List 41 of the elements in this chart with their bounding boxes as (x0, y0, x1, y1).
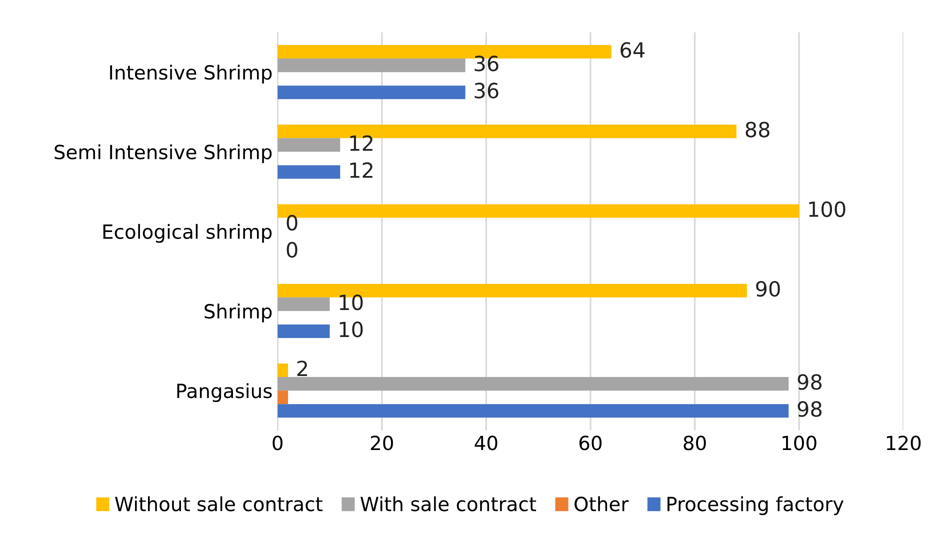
legend-label: Without sale contract (115, 496, 322, 512)
x-tick-label: 120 (886, 436, 921, 450)
y-tick-label: Intensive Shrimp (110, 64, 272, 84)
data-label: 0 (286, 242, 298, 258)
x-tick-label: 0 (272, 436, 282, 450)
y-tick-label: Semi Intensive Shrimp (54, 144, 272, 164)
legend-label: Other (574, 496, 629, 512)
bar (278, 324, 330, 338)
x-tick-label: 100 (782, 436, 816, 450)
y-tick-label: Pangasius (177, 383, 272, 402)
data-label: 2 (297, 360, 308, 376)
data-label: 36 (474, 56, 498, 72)
data-label: 12 (350, 135, 372, 151)
bar (278, 86, 466, 100)
data-label: 98 (798, 374, 822, 390)
bar (278, 138, 340, 152)
data-label: 88 (746, 122, 770, 138)
bar (278, 297, 330, 311)
data-label: 36 (474, 82, 498, 98)
y-tick-label: Shrimp (204, 304, 272, 322)
data-label: 90 (756, 280, 780, 297)
x-tick-label: 20 (370, 436, 393, 450)
x-tick-label: 40 (474, 436, 498, 450)
x-tick-label: 80 (684, 436, 706, 450)
bar (278, 364, 288, 378)
bar (278, 390, 288, 404)
legend-label: With sale contract (360, 496, 536, 512)
data-label: 0 (286, 214, 298, 231)
bar (278, 377, 789, 391)
bar (278, 404, 789, 418)
bar (278, 165, 340, 179)
data-label: 12 (350, 162, 372, 178)
bar (278, 58, 466, 72)
x-tick-label: 60 (579, 436, 602, 450)
data-label: 64 (620, 42, 644, 58)
data-label: 10 (340, 294, 363, 310)
data-label: 10 (340, 322, 363, 338)
legend-label: Processing factory (668, 496, 844, 516)
y-tick-label: Ecological shrimp (103, 224, 272, 243)
data-label: 100 (809, 201, 846, 218)
data-label: 98 (798, 401, 822, 417)
